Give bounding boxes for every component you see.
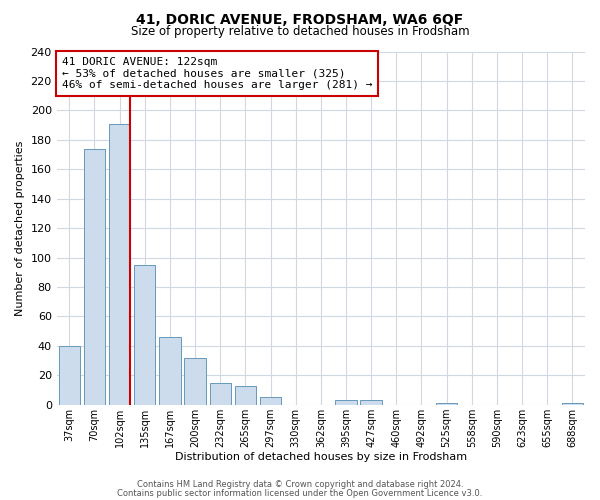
Bar	[436, 403, 457, 404]
Text: 41, DORIC AVENUE, FRODSHAM, WA6 6QF: 41, DORIC AVENUE, FRODSHAM, WA6 6QF	[136, 12, 464, 26]
Text: Contains HM Land Registry data © Crown copyright and database right 2024.: Contains HM Land Registry data © Crown c…	[137, 480, 463, 489]
Y-axis label: Number of detached properties: Number of detached properties	[15, 140, 25, 316]
Bar	[84, 148, 105, 404]
Bar	[335, 400, 356, 404]
Text: 41 DORIC AVENUE: 122sqm
← 53% of detached houses are smaller (325)
46% of semi-d: 41 DORIC AVENUE: 122sqm ← 53% of detache…	[62, 57, 373, 90]
X-axis label: Distribution of detached houses by size in Frodsham: Distribution of detached houses by size …	[175, 452, 467, 462]
Bar	[361, 400, 382, 404]
Text: Size of property relative to detached houses in Frodsham: Size of property relative to detached ho…	[131, 25, 469, 38]
Bar	[209, 382, 231, 404]
Bar	[562, 403, 583, 404]
Bar	[109, 124, 130, 404]
Bar	[159, 337, 181, 404]
Bar	[260, 398, 281, 404]
Text: Contains public sector information licensed under the Open Government Licence v3: Contains public sector information licen…	[118, 488, 482, 498]
Bar	[235, 386, 256, 404]
Bar	[184, 358, 206, 405]
Bar	[134, 265, 155, 404]
Bar	[59, 346, 80, 405]
